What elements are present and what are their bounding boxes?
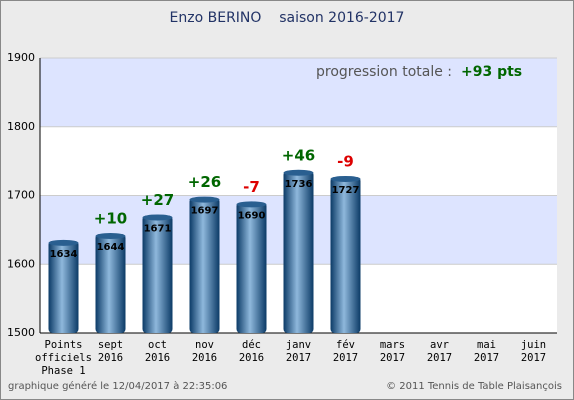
bar [48, 240, 79, 333]
footer-right: © 2011 Tennis de Table Plaisançois [386, 381, 562, 392]
change-label: +10 [94, 210, 127, 228]
x-tick-label: Phase 1 [41, 365, 85, 377]
x-tick-label: 2017 [333, 352, 358, 364]
bar-cap [95, 233, 126, 239]
x-tick-label: sept [98, 339, 123, 351]
value-label: 1671 [144, 223, 172, 234]
value-label: 1644 [97, 242, 125, 253]
bar [189, 197, 220, 333]
value-label: 1727 [332, 185, 360, 196]
value-label: 1634 [50, 249, 78, 260]
x-tick-label: Points [45, 339, 83, 351]
bar-cap [48, 239, 79, 246]
bar-cap [283, 169, 314, 176]
x-tick-label: 2017 [474, 352, 499, 364]
value-label: 1736 [285, 179, 313, 190]
bar-cap [142, 214, 173, 221]
value-label: 1690 [238, 210, 266, 221]
bar-cap [330, 175, 361, 182]
x-tick-label: mars [380, 339, 405, 351]
x-tick-label: 2016 [192, 352, 217, 364]
change-label: +26 [188, 173, 221, 191]
band [40, 58, 557, 127]
x-tick-label: 2016 [98, 352, 123, 364]
y-tick-label: 1700 [7, 189, 35, 202]
x-tick-label: déc [242, 339, 261, 351]
chart-title: Enzo BERINO saison 2016-2017 [170, 10, 405, 26]
y-tick-label: 1500 [7, 326, 35, 339]
bar-cap [189, 196, 220, 203]
total-label: progression totale : [316, 64, 452, 80]
y-tick-label: 1600 [7, 257, 35, 270]
change-label: -9 [337, 152, 354, 170]
bar-cap [236, 201, 267, 208]
bar [283, 170, 314, 333]
x-tick-label: 2017 [427, 352, 452, 364]
x-tick-label: officiels [35, 352, 92, 364]
bar [142, 215, 173, 333]
x-tick-label: oct [148, 339, 167, 351]
bar [236, 202, 267, 333]
x-tick-label: 2017 [380, 352, 405, 364]
x-tick-label: 2017 [521, 352, 546, 364]
bar [95, 234, 126, 333]
x-tick-label: 2016 [239, 352, 264, 364]
x-tick-label: 2016 [145, 352, 170, 364]
footer-left: graphique généré le 12/04/2017 à 22:35:0… [8, 380, 227, 392]
x-tick-label: fév [336, 339, 355, 351]
x-tick-label: avr [430, 339, 449, 351]
change-label: -7 [243, 178, 260, 196]
x-tick-label: mai [477, 339, 496, 351]
x-tick-label: janv [286, 339, 311, 351]
change-label: +27 [141, 191, 174, 209]
y-tick-label: 1800 [7, 120, 35, 133]
total-value: +93 pts [461, 64, 522, 80]
x-tick-label: nov [195, 339, 214, 351]
y-tick-label: 1900 [7, 51, 35, 64]
bar [330, 176, 361, 333]
x-tick-label: juin [521, 339, 546, 351]
change-label: +46 [282, 146, 315, 164]
value-label: 1697 [191, 206, 219, 217]
x-tick-label: 2017 [286, 352, 311, 364]
